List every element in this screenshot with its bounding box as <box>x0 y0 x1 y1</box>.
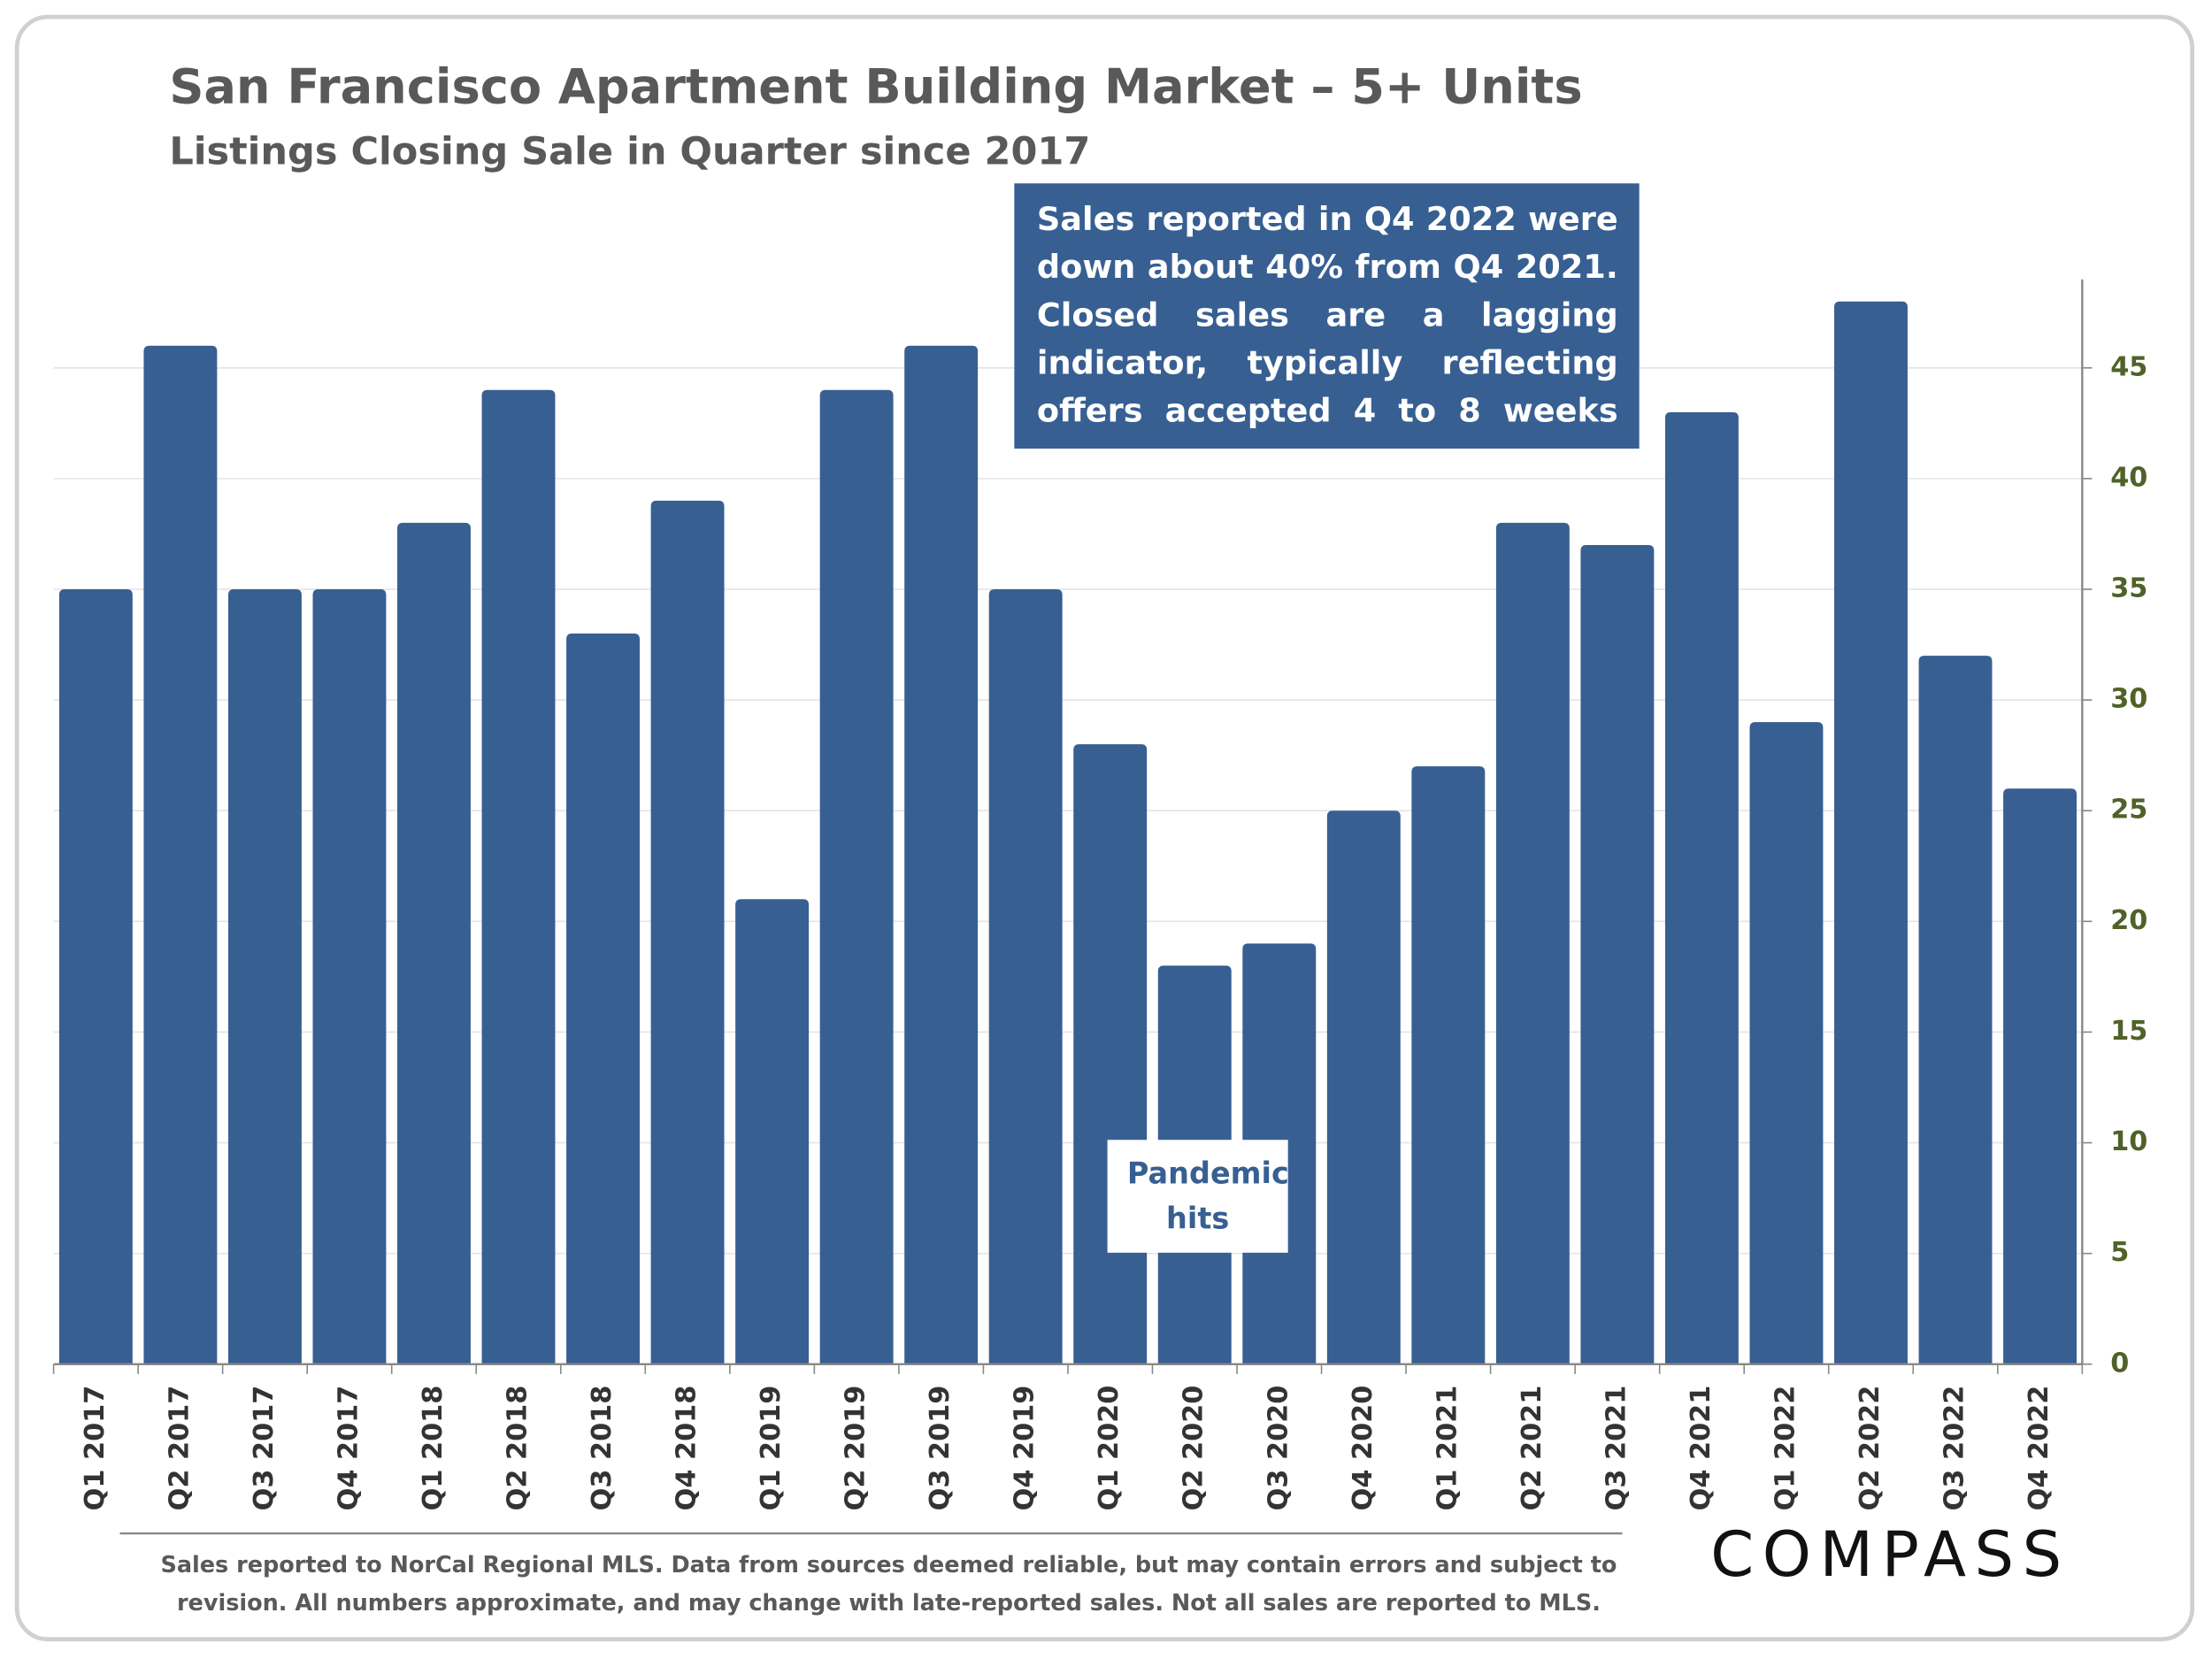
x-tick-label: Q2 2018 <box>503 1386 534 1511</box>
x-tick-label: Q4 2018 <box>672 1386 703 1511</box>
y-tick-label: 10 <box>2110 1126 2147 1157</box>
bar <box>143 345 218 1364</box>
bar <box>1495 522 1570 1364</box>
footnote: Sales reported to NorCal Regional MLS. D… <box>160 1552 1617 1578</box>
bar <box>566 634 640 1364</box>
x-tick-label: Q3 2017 <box>249 1386 280 1511</box>
x-tick-label: Q2 2020 <box>1179 1386 1210 1511</box>
x-tick-label: Q3 2019 <box>925 1386 956 1511</box>
y-tick-label: 5 <box>2110 1237 2129 1268</box>
bar <box>2003 788 2078 1364</box>
bar <box>1326 810 1401 1364</box>
x-tick-label: Q2 2022 <box>1855 1386 1886 1511</box>
x-tick-label: Q1 2019 <box>756 1386 787 1511</box>
chart-subtitle: Listings Closing Sale in Quarter since 2… <box>169 129 1090 173</box>
pandemic-label: Pandemic hits <box>1126 1156 1288 1236</box>
x-tick-label: Q4 2020 <box>1348 1386 1379 1511</box>
annotation: Sales reported in Q4 2022 were down abou… <box>1036 201 1618 443</box>
bar <box>1749 722 1824 1364</box>
x-tick-label: Q1 2017 <box>80 1386 111 1511</box>
annotation-box <box>1014 183 1640 449</box>
bar <box>1834 301 1908 1364</box>
x-tick-label: Q1 2021 <box>1432 1386 1463 1511</box>
y-tick-label: 15 <box>2110 1016 2147 1047</box>
y-tick-label: 20 <box>2110 905 2147 936</box>
bar <box>397 522 471 1364</box>
chart-title: San Francisco Apartment Building Market … <box>169 59 1582 115</box>
footnote: revision. All numbers approximate, and m… <box>177 1590 1601 1617</box>
x-tick-label: Q1 2018 <box>418 1386 449 1511</box>
x-tick-label: Q1 2020 <box>1094 1386 1125 1511</box>
x-tick-label: Q4 2019 <box>1010 1386 1041 1511</box>
brand-logo: COMPASS <box>1710 1518 2070 1591</box>
x-tick-label: Q3 2021 <box>1601 1386 1632 1511</box>
x-tick-label: Q1 2022 <box>1770 1386 1801 1511</box>
pandemic: Pandemic hits <box>1126 1156 1288 1236</box>
y-tick-label: 40 <box>2110 462 2147 493</box>
x-tick-label: Q3 2022 <box>1939 1386 1970 1511</box>
bar <box>735 899 810 1364</box>
bar <box>481 389 556 1364</box>
bar <box>819 389 894 1364</box>
x-tick-label: Q2 2021 <box>1517 1386 1548 1511</box>
bar <box>1411 766 1486 1364</box>
bar <box>227 588 302 1364</box>
bar <box>1664 411 1739 1364</box>
x-tick-label: Q2 2017 <box>164 1386 195 1511</box>
x-tick-label: Q4 2017 <box>333 1386 364 1511</box>
y-tick-label: 25 <box>2110 795 2147 826</box>
bar <box>1918 656 1993 1364</box>
annotation-text: Sales reported in Q4 2022 were down abou… <box>1036 201 1618 443</box>
bar <box>312 588 387 1364</box>
bar <box>1580 544 1655 1364</box>
y-tick-label: 35 <box>2110 572 2147 603</box>
bar <box>650 500 725 1364</box>
bar <box>904 345 979 1364</box>
bar <box>58 588 133 1364</box>
x-tick-label: Q3 2020 <box>1263 1386 1294 1511</box>
y-tick-label: 45 <box>2110 351 2147 382</box>
y-tick-label: 0 <box>2110 1348 2129 1379</box>
x-tick-label: Q3 2018 <box>587 1386 618 1511</box>
y-tick-label: 30 <box>2110 684 2147 715</box>
x-tick-label: Q2 2019 <box>841 1386 872 1511</box>
pandemic-box <box>1107 1140 1288 1253</box>
x-tick-label: Q4 2022 <box>2024 1386 2055 1511</box>
x-tick-label: Q4 2021 <box>1686 1386 1717 1511</box>
bar <box>988 588 1063 1364</box>
bar <box>1073 744 1148 1364</box>
